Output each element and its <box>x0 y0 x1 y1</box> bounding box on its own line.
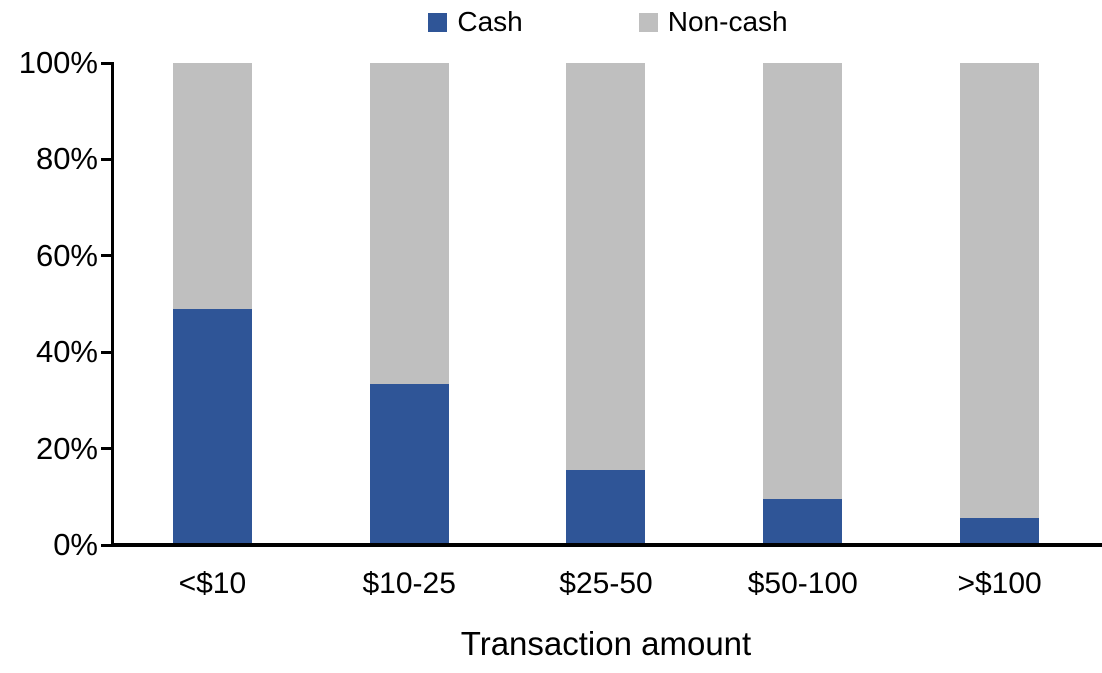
legend-swatch-icon <box>428 12 448 32</box>
x-axis-title: Transaction amount <box>460 625 752 662</box>
bar-slot <box>311 63 508 545</box>
y-axis-tick <box>101 543 111 547</box>
bar-slot <box>114 63 311 545</box>
stacked-bar--100 <box>960 63 1040 545</box>
bar-slot <box>508 63 705 545</box>
segment-cash <box>960 518 1040 545</box>
y-axis-tick-label: 0% <box>53 527 98 562</box>
segment-non-cash <box>763 63 843 500</box>
y-axis-tick-label: 60% <box>35 237 98 273</box>
bars-container <box>114 63 1098 545</box>
y-axis-tick-label: 40% <box>35 334 98 370</box>
y-axis-tick-label: 100% <box>18 45 98 80</box>
segment-cash <box>172 308 252 545</box>
segment-non-cash <box>369 63 449 384</box>
legend-item-non-cash: Non-cash <box>638 6 788 37</box>
legend-item-cash: Cash <box>428 6 523 37</box>
segment-cash <box>566 470 646 545</box>
y-axis-tick-label: 80% <box>35 141 98 177</box>
segment-non-cash <box>960 63 1040 519</box>
y-axis-tick <box>101 350 111 354</box>
y-axis-tick <box>101 254 111 258</box>
legend-swatch-icon <box>638 12 658 32</box>
x-axis-line <box>111 543 1102 547</box>
segment-non-cash <box>172 63 252 309</box>
legend: Cash Non-cash <box>114 8 1102 36</box>
stacked-bar--25-50 <box>566 63 646 545</box>
stacked-bar--50-100 <box>763 63 843 545</box>
y-axis-tick <box>101 61 111 65</box>
y-axis-tick-label: 20% <box>35 430 98 466</box>
legend-label: Non-cash <box>667 6 788 37</box>
x-axis-category-label: >$100 <box>957 567 1042 600</box>
segment-cash <box>369 383 449 545</box>
x-axis-category-label: $10-25 <box>362 567 456 600</box>
segment-non-cash <box>566 63 646 471</box>
x-axis-category-label: <$10 <box>178 567 247 600</box>
bar-slot <box>704 63 901 545</box>
plot-area <box>114 63 1098 545</box>
y-axis-tick <box>101 447 111 451</box>
legend-label: Cash <box>457 6 523 37</box>
x-axis-category-label: $25-50 <box>559 567 653 600</box>
stacked-bar--10 <box>172 63 252 545</box>
segment-cash <box>763 499 843 545</box>
x-axis-category-label: $50-100 <box>747 567 858 600</box>
stacked-bar--10-25 <box>369 63 449 545</box>
bar-slot <box>901 63 1098 545</box>
y-axis-line <box>111 62 114 546</box>
y-axis-tick <box>101 157 111 161</box>
